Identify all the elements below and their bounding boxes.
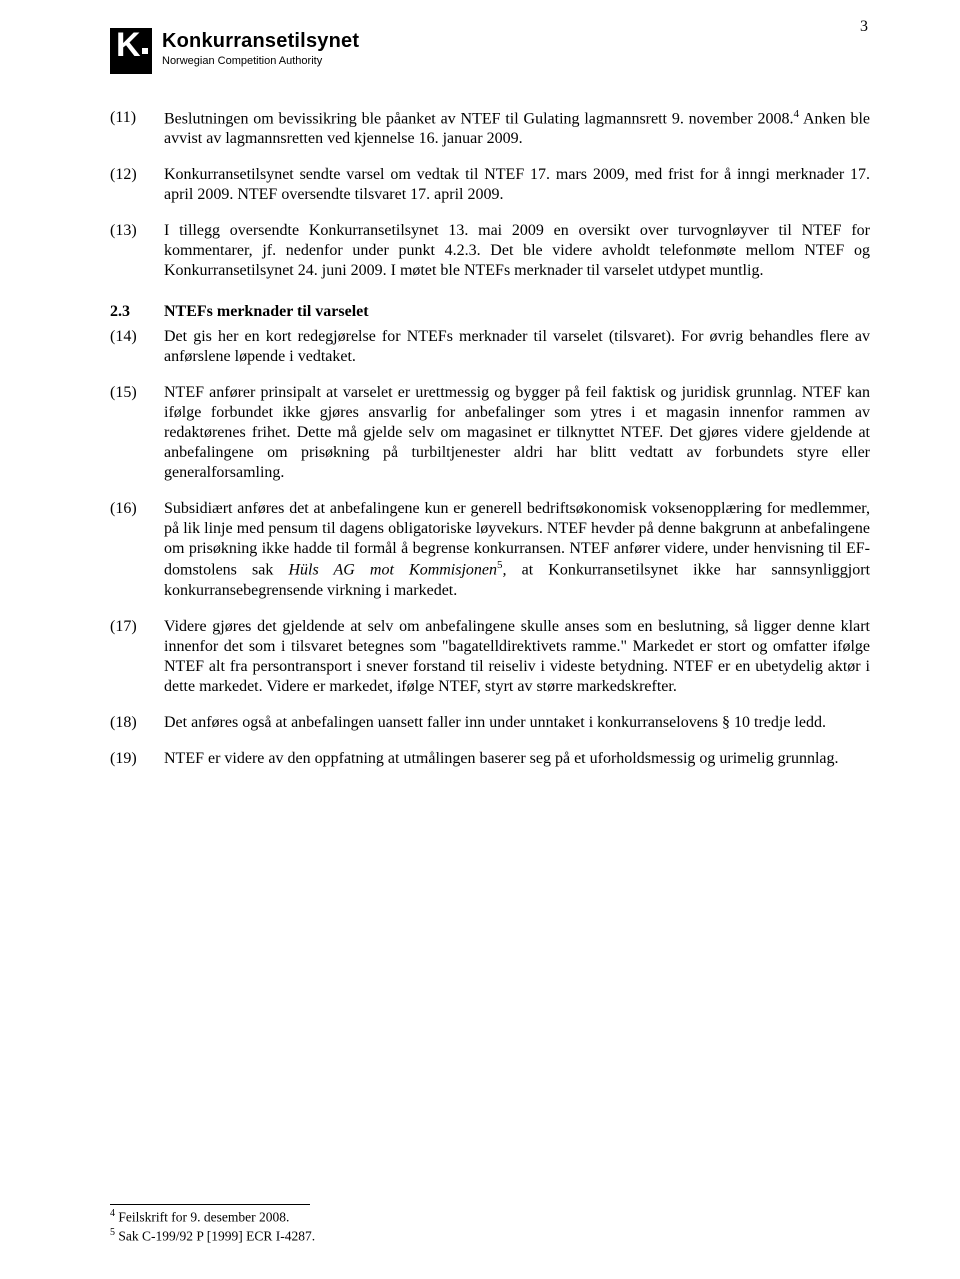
paragraph-number: (19): [110, 749, 164, 769]
text-a: Beslutningen om bevissikring ble påanket…: [164, 110, 794, 127]
paragraph-number: (13): [110, 221, 164, 241]
footnote-text: Feilskrift for 9. desember 2008.: [115, 1210, 289, 1225]
paragraph-body: Videre gjøres det gjeldende at selv om a…: [164, 617, 870, 697]
footnote-4: 4 Feilskrift for 9. desember 2008.: [110, 1208, 870, 1226]
paragraph-number: (14): [110, 327, 164, 347]
case-name: Hüls AG mot Kommisjonen: [288, 562, 497, 579]
paragraph-number: (12): [110, 165, 164, 185]
paragraph-11: (11) Beslutningen om bevissikring ble på…: [110, 108, 870, 149]
paragraph-14: (14) Det gis her en kort redegjørelse fo…: [110, 327, 870, 367]
paragraph-number: (18): [110, 713, 164, 733]
footnote-5: 5 Sak C-199/92 P [1999] ECR I-4287.: [110, 1227, 870, 1245]
brand-header: K Konkurransetilsynet Norwegian Competit…: [110, 28, 870, 74]
footnote-rule: [110, 1204, 310, 1205]
paragraph-16: (16) Subsidiært anføres det at anbefalin…: [110, 499, 870, 600]
paragraph-body: I tillegg oversendte Konkurransetilsynet…: [164, 221, 870, 281]
logo-icon: K: [110, 28, 152, 74]
paragraph-number: (11): [110, 108, 164, 128]
paragraph-body: NTEF er videre av den oppfatning at utmå…: [164, 749, 870, 769]
paragraph-15: (15) NTEF anfører prinsipalt at varselet…: [110, 383, 870, 483]
logo-dot-icon: [142, 48, 148, 54]
page-number: 3: [860, 18, 868, 36]
paragraph-body: Subsidiært anføres det at anbefalingene …: [164, 499, 870, 600]
paragraph-body: Beslutningen om bevissikring ble påanket…: [164, 108, 870, 149]
brand-main: Konkurransetilsynet: [162, 30, 359, 53]
brand-text: Konkurransetilsynet Norwegian Competitio…: [162, 30, 359, 67]
section-heading: 2.3 NTEFs merknader til varselet: [110, 303, 870, 321]
footnote-text: Sak C-199/92 P [1999] ECR I-4287.: [115, 1228, 315, 1243]
brand-sub: Norwegian Competition Authority: [162, 55, 359, 67]
paragraph-body: Konkurransetilsynet sendte varsel om ved…: [164, 165, 870, 205]
section-title: NTEFs merknader til varselet: [164, 303, 870, 321]
paragraph-17: (17) Videre gjøres det gjeldende at selv…: [110, 617, 870, 697]
paragraph-body: Det anføres også at anbefalingen uansett…: [164, 713, 870, 733]
paragraph-body: NTEF anfører prinsipalt at varselet er u…: [164, 383, 870, 483]
paragraph-number: (16): [110, 499, 164, 519]
paragraph-19: (19) NTEF er videre av den oppfatning at…: [110, 749, 870, 769]
paragraph-body: Det gis her en kort redegjørelse for NTE…: [164, 327, 870, 367]
paragraph-12: (12) Konkurransetilsynet sendte varsel o…: [110, 165, 870, 205]
paragraph-number: (15): [110, 383, 164, 403]
footnotes: 4 Feilskrift for 9. desember 2008. 5 Sak…: [110, 1204, 870, 1245]
logo-letter: K: [116, 26, 141, 65]
document-page: 3 K Konkurransetilsynet Norwegian Compet…: [0, 0, 960, 1279]
paragraph-13: (13) I tillegg oversendte Konkurransetil…: [110, 221, 870, 281]
paragraph-number: (17): [110, 617, 164, 637]
section-number: 2.3: [110, 303, 164, 321]
paragraph-18: (18) Det anføres også at anbefalingen ua…: [110, 713, 870, 733]
